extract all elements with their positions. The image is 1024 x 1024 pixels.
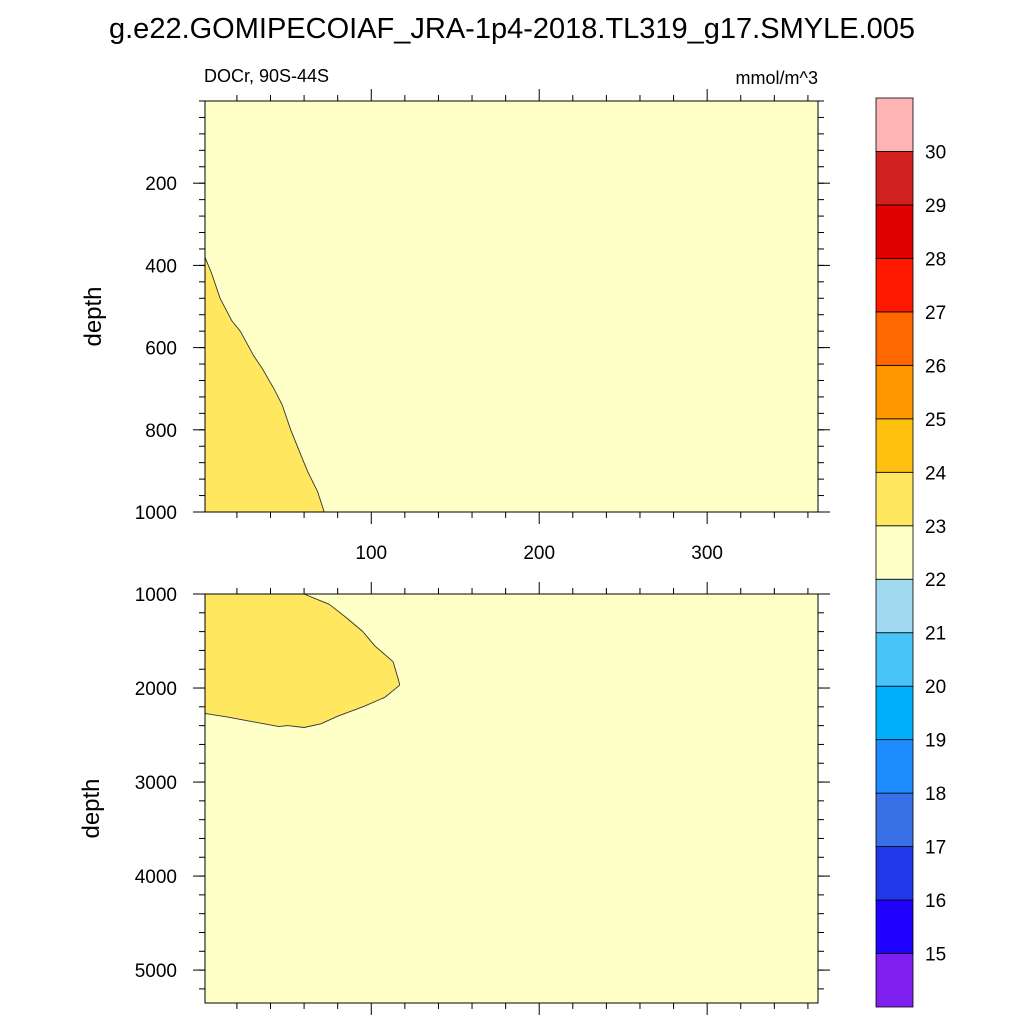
y-tick-label: 800 — [145, 421, 177, 442]
contour-region-23-24 — [205, 257, 325, 512]
colorbar-swatch — [875, 364, 914, 420]
colorbar-swatch — [875, 471, 914, 527]
colorbar-level-label: 17 — [925, 838, 946, 859]
colorbar-level-label: 21 — [925, 624, 946, 645]
y-tick-label: 600 — [145, 339, 177, 360]
colorbar-swatch — [875, 792, 914, 847]
colorbar-level-label: 20 — [925, 677, 946, 698]
panel-frame — [204, 593, 819, 1004]
y-tick-label: 200 — [145, 174, 177, 195]
colorbar-swatch — [875, 739, 914, 794]
x-tick-label: 100 — [355, 543, 387, 564]
colorbar-level-label: 26 — [925, 356, 946, 377]
colorbar-swatch — [875, 204, 914, 259]
colorbar-level-label: 18 — [925, 784, 946, 805]
y-axis-title: depth — [80, 286, 107, 346]
figure-title: g.e22.GOMIPECOIAF_JRA-1p4-2018.TL319_g17… — [109, 13, 915, 45]
contour-region-23-24 — [205, 594, 400, 728]
contour-line — [204, 257, 325, 513]
y-axis-title: depth — [78, 778, 105, 838]
y-tick-label: 1000 — [135, 503, 177, 524]
colorbar-level-label: 16 — [925, 891, 946, 912]
colorbar-swatch — [875, 418, 914, 473]
y-tick-label: 1000 — [135, 585, 177, 606]
colorbar-swatch — [875, 846, 914, 901]
contour-line — [204, 593, 401, 728]
upper-panel: 200 400 600 800 1000 100 200 300 depth — [80, 89, 830, 564]
colorbar: 15 16 17 18 19 20 21 22 23 24 25 26 27 28 29 30 — [875, 97, 947, 1008]
y-tick-label: 2000 — [135, 679, 177, 700]
colorbar-level-label: 28 — [925, 249, 946, 270]
y-tick-label: 4000 — [135, 867, 177, 888]
x-tick-label: 200 — [523, 543, 555, 564]
colorbar-swatch — [875, 97, 914, 152]
colorbar-level-label: 29 — [925, 196, 946, 217]
y-tick-label: 400 — [145, 256, 177, 277]
colorbar-swatch — [875, 953, 914, 1008]
colorbar-swatch — [875, 632, 914, 687]
colorbar-swatch — [875, 311, 914, 366]
y-tick-label: 5000 — [135, 961, 177, 982]
lower-panel: 1000 2000 3000 4000 5000 depth — [78, 582, 830, 1015]
colorbar-level-label: 25 — [925, 410, 946, 431]
colorbar-swatch — [875, 899, 914, 954]
colorbar-level-label: 23 — [925, 517, 946, 538]
colorbar-swatch — [875, 578, 914, 634]
colorbar-level-label: 19 — [925, 731, 946, 752]
x-tick-label: 300 — [691, 543, 723, 564]
colorbar-level-label: 30 — [925, 142, 946, 163]
colorbar-swatch — [875, 151, 914, 206]
y-tick-label: 3000 — [135, 773, 177, 794]
colorbar-swatch — [875, 258, 914, 313]
colorbar-level-label: 15 — [925, 945, 946, 966]
colorbar-swatch — [875, 525, 914, 580]
panel-frame — [204, 100, 819, 513]
colorbar-swatch — [875, 685, 914, 741]
panel-units-label: mmol/m^3 — [736, 68, 818, 88]
panel-left-label: DOCr, 90S-44S — [204, 66, 329, 86]
colorbar-level-label: 24 — [925, 463, 947, 484]
panel-background-fill — [205, 101, 818, 512]
colorbar-level-label: 27 — [925, 303, 946, 324]
colorbar-level-label: 22 — [925, 570, 946, 591]
